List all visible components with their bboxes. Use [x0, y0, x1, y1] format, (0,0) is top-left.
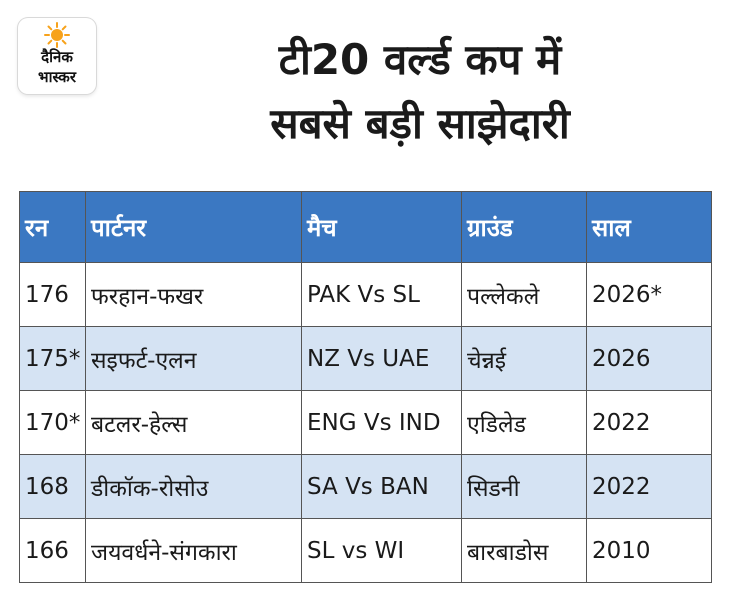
cell-runs: 166	[19, 518, 86, 583]
cell-partners: डीकॉक-रोसोउ	[85, 454, 302, 519]
cell-match: SL vs WI	[301, 518, 462, 583]
cell-partners: जयवर्धने-संगकारा	[85, 518, 302, 583]
cell-runs: 168	[19, 454, 86, 519]
cell-match: NZ Vs UAE	[301, 326, 462, 391]
cell-match: SA Vs BAN	[301, 454, 462, 519]
cell-year: 2026*	[586, 262, 712, 327]
table-row: 170* बटलर-हेल्स ENG Vs IND एडिलेड 2022	[19, 390, 712, 455]
cell-match: ENG Vs IND	[301, 390, 462, 455]
cell-year: 2022	[586, 454, 712, 519]
logo-text-dainik: दैनिक	[41, 48, 73, 66]
table-row: 166 जयवर्धने-संगकारा SL vs WI बारबाडोस 2…	[19, 518, 712, 583]
cell-partners: बटलर-हेल्स	[85, 390, 302, 455]
header-partners: पार्टनर	[85, 191, 302, 263]
cell-ground: सिडनी	[461, 454, 587, 519]
header-runs: रन	[19, 191, 86, 263]
logo-text-bhaskar: भास्कर	[38, 68, 76, 86]
cell-year: 2022	[586, 390, 712, 455]
cell-match: PAK Vs SL	[301, 262, 462, 327]
dainik-bhaskar-logo: दैनिक भास्कर	[18, 18, 96, 94]
partnership-table: रन पार्टनर मैच ग्राउंड साल 176 फरहान-फखर…	[19, 191, 712, 583]
page-title: टी20 वर्ल्ड कप में सबसे बड़ी साझेदारी	[110, 28, 730, 156]
table-row: 168 डीकॉक-रोसोउ SA Vs BAN सिडनी 2022	[19, 454, 712, 519]
table-row: 176 फरहान-फखर PAK Vs SL पल्लेकले 2026*	[19, 262, 712, 327]
cell-partners: सइफर्ट-एलन	[85, 326, 302, 391]
cell-partners: फरहान-फखर	[85, 262, 302, 327]
table-header-row: रन पार्टनर मैच ग्राउंड साल	[19, 191, 712, 263]
cell-ground: बारबाडोस	[461, 518, 587, 583]
cell-runs: 170*	[19, 390, 86, 455]
cell-ground: चेन्नई	[461, 326, 587, 391]
cell-ground: पल्लेकले	[461, 262, 587, 327]
cell-year: 2026	[586, 326, 712, 391]
title-line-2: सबसे बड़ी साझेदारी	[270, 99, 570, 148]
title-line-1: टी20 वर्ल्ड कप में	[278, 35, 562, 84]
sun-icon	[44, 22, 70, 48]
cell-runs: 176	[19, 262, 86, 327]
header-ground: ग्राउंड	[461, 191, 587, 263]
header-year: साल	[586, 191, 712, 263]
cell-ground: एडिलेड	[461, 390, 587, 455]
cell-runs: 175*	[19, 326, 86, 391]
table-row: 175* सइफर्ट-एलन NZ Vs UAE चेन्नई 2026	[19, 326, 712, 391]
header-match: मैच	[301, 191, 462, 263]
cell-year: 2010	[586, 518, 712, 583]
